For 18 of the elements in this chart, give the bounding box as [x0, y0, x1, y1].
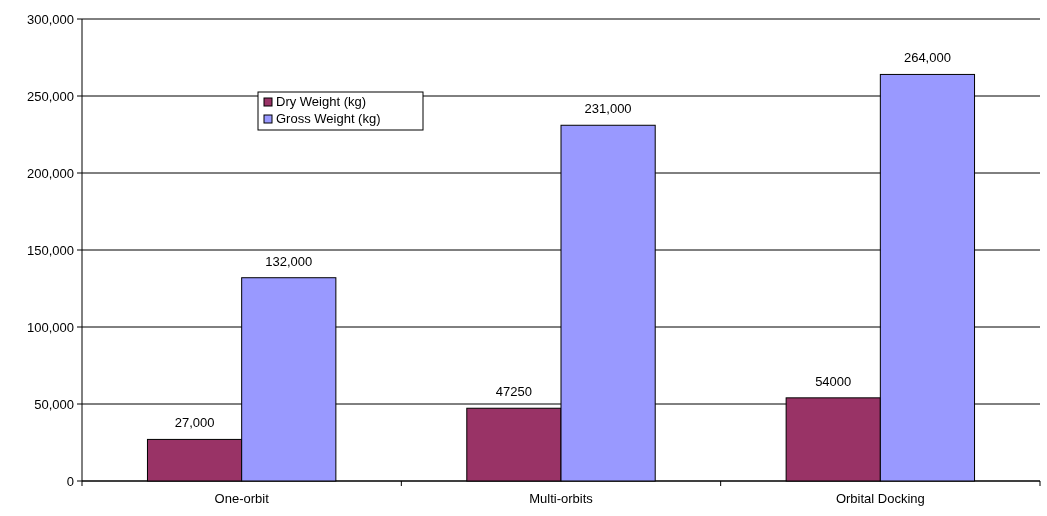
- y-tick-label: 100,000: [27, 319, 74, 335]
- data-label: 132,000: [265, 253, 313, 269]
- legend-label: Dry Weight (kg): [276, 94, 367, 109]
- data-label: 47250: [495, 384, 532, 400]
- data-label: 231,000: [584, 101, 632, 117]
- y-tick-label: 0: [66, 473, 74, 489]
- x-tick-label: Multi-orbits: [529, 491, 594, 506]
- legend-label: Gross Weight (kg): [276, 111, 381, 126]
- data-label: 54000: [815, 373, 852, 389]
- y-tick-label: 200,000: [27, 165, 74, 181]
- x-tick-label: One-orbit: [214, 491, 270, 506]
- y-tick-label: 250,000: [27, 88, 74, 104]
- y-tick-label: 150,000: [27, 242, 74, 258]
- y-tick-label: 50,000: [34, 396, 74, 412]
- x-tick-label: Orbital Docking: [835, 491, 925, 506]
- y-tick-label: 300,000: [27, 11, 74, 27]
- data-label: 264,000: [903, 50, 951, 66]
- data-label: 27,000: [174, 415, 215, 431]
